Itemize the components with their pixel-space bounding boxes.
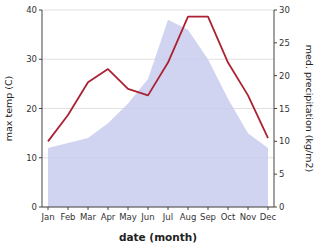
y2-tick-label: 5 bbox=[279, 169, 284, 179]
chart: JanFebMarAprMayJunJulAugSepOctNovDec0102… bbox=[0, 0, 318, 247]
y-tick bbox=[39, 207, 42, 208]
grid-line bbox=[42, 10, 274, 11]
y2-tick bbox=[274, 141, 277, 142]
x-tick bbox=[68, 207, 69, 210]
x-tick-label: Aug bbox=[180, 212, 197, 222]
x-tick bbox=[148, 207, 149, 210]
x-tick-label: Jul bbox=[162, 212, 173, 222]
x-tick bbox=[128, 207, 129, 210]
x-tick-label: Oct bbox=[221, 212, 236, 222]
x-tick-label: Dec bbox=[260, 212, 277, 222]
line bbox=[48, 17, 268, 142]
x-tick-label: Jan bbox=[40, 212, 54, 222]
y2-tick bbox=[274, 42, 277, 43]
y-tick-label: 0 bbox=[32, 202, 37, 212]
y-tick-label: 40 bbox=[26, 5, 37, 15]
x-tick-label: May bbox=[119, 212, 137, 222]
y2-tick bbox=[274, 108, 277, 109]
y2-tick-label: 10 bbox=[279, 136, 290, 146]
page: {"chart_data": {"type": "line", "xlabel"… bbox=[0, 0, 318, 247]
x-tick bbox=[268, 207, 269, 210]
axes: JanFebMarAprMayJunJulAugSepOctNovDec0102… bbox=[26, 5, 290, 222]
grid-line bbox=[42, 207, 274, 208]
x-tick-label: Apr bbox=[101, 212, 116, 222]
y-tick-label: 30 bbox=[26, 54, 37, 64]
x-tick bbox=[48, 207, 49, 210]
y2-tick bbox=[274, 75, 277, 76]
y2-tick-label: 25 bbox=[279, 38, 290, 48]
x-tick bbox=[168, 207, 169, 210]
y2-tick-label: 20 bbox=[279, 71, 290, 81]
grid bbox=[42, 10, 274, 207]
x-tick-label: Nov bbox=[240, 212, 257, 222]
y2-tick-label: 30 bbox=[279, 5, 290, 15]
x-tick bbox=[208, 207, 209, 210]
y-axis-title: max temp (C) bbox=[3, 76, 14, 142]
y-tick bbox=[39, 10, 42, 11]
y2-tick bbox=[274, 174, 277, 175]
y-tick-label: 20 bbox=[26, 104, 37, 114]
y-tick-label: 10 bbox=[26, 153, 37, 163]
chart-container: JanFebMarAprMayJunJulAugSepOctNovDec0102… bbox=[0, 0, 318, 247]
y2-tick-label: 15 bbox=[279, 104, 290, 114]
x-axis-line bbox=[42, 207, 274, 208]
x-tick bbox=[88, 207, 89, 210]
x-tick bbox=[248, 207, 249, 210]
x-axis-title: date (month) bbox=[119, 231, 197, 243]
x-tick-label: Jun bbox=[140, 212, 154, 222]
x-tick bbox=[188, 207, 189, 210]
y2-tick bbox=[274, 10, 277, 11]
x-tick-label: Mar bbox=[80, 212, 97, 222]
y-tick bbox=[39, 59, 42, 60]
y-tick bbox=[39, 108, 42, 109]
plot-area bbox=[48, 17, 268, 207]
area bbox=[48, 20, 268, 207]
y-tick bbox=[39, 157, 42, 158]
y2-axis-title: med. precipitation (kg/m2) bbox=[304, 45, 315, 172]
y2-tick bbox=[274, 207, 277, 208]
x-tick-label: Feb bbox=[60, 212, 75, 222]
x-tick bbox=[228, 207, 229, 210]
x-tick bbox=[108, 207, 109, 210]
x-tick-label: Sep bbox=[200, 212, 216, 222]
y2-tick-label: 0 bbox=[279, 202, 284, 212]
